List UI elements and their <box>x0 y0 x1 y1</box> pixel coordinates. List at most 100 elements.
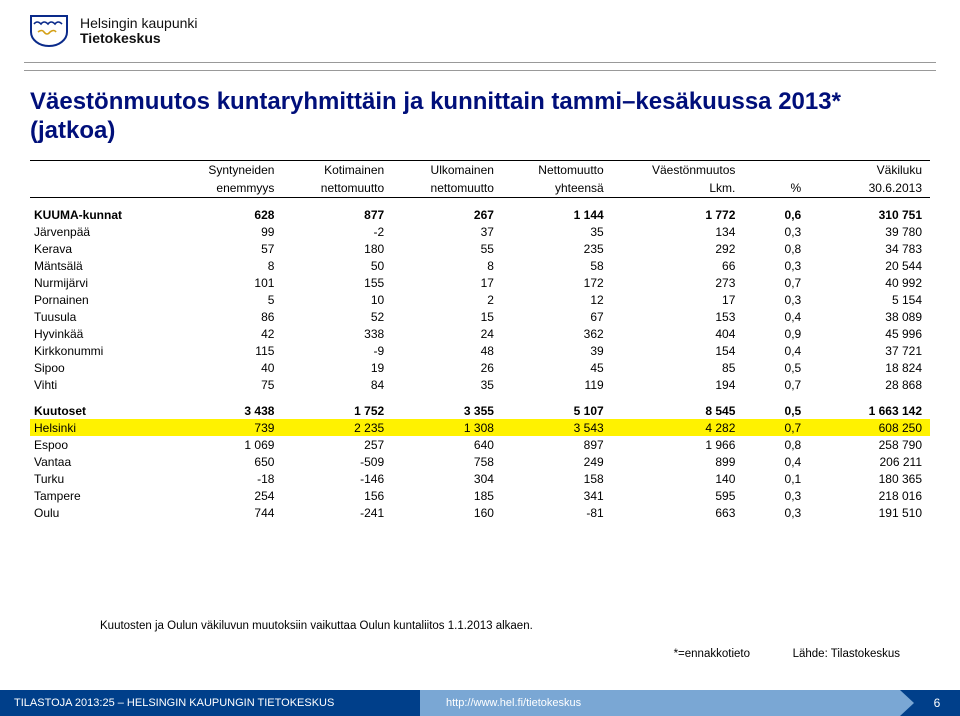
cell: 19 <box>282 360 392 377</box>
cell: 0,4 <box>743 453 809 470</box>
col-header: % <box>743 179 809 198</box>
cell: 292 <box>612 241 744 258</box>
divider <box>24 70 936 71</box>
cell: 608 250 <box>809 419 930 436</box>
table-row: Turku-18-1463041581400,1180 365 <box>30 470 930 487</box>
cell: 38 089 <box>809 309 930 326</box>
logo-line2: Tietokeskus <box>80 31 198 46</box>
table-row: KUUMA-kunnat6288772671 1441 7720,6310 75… <box>30 198 930 224</box>
cell: 8 545 <box>612 394 744 420</box>
cell: 155 <box>282 275 392 292</box>
table-row: Järvenpää99-237351340,339 780 <box>30 224 930 241</box>
cell: 17 <box>392 275 502 292</box>
cell: 258 790 <box>809 436 930 453</box>
cell: 0,5 <box>743 360 809 377</box>
cell: 99 <box>173 224 283 241</box>
cell: 86 <box>173 309 283 326</box>
footnote: Kuutosten ja Oulun väkiluvun muutoksiin … <box>100 620 533 632</box>
divider <box>24 62 936 63</box>
row-name: Järvenpää <box>30 224 173 241</box>
cell: 75 <box>173 377 283 394</box>
header-row-2: enemmyys nettomuutto nettomuutto yhteens… <box>30 179 930 198</box>
cell: 24 <box>392 326 502 343</box>
cell: 0,3 <box>743 487 809 504</box>
row-name: Helsinki <box>30 419 173 436</box>
cell: 3 543 <box>502 419 612 436</box>
cell: 663 <box>612 504 744 521</box>
footer: TILASTOJA 2013:25 – HELSINGIN KAUPUNGIN … <box>0 690 960 716</box>
table-row: Vihti7584351191940,728 868 <box>30 377 930 394</box>
cell: 0,7 <box>743 377 809 394</box>
col-header: Ulkomainen <box>392 161 502 180</box>
cell: 8 <box>173 258 283 275</box>
col-header: Syntyneiden <box>173 161 283 180</box>
cell: 40 <box>173 360 283 377</box>
table-row: Sipoo40192645850,518 824 <box>30 360 930 377</box>
cell: 8 <box>392 258 502 275</box>
cell: 4 282 <box>612 419 744 436</box>
cell: 0,5 <box>743 394 809 420</box>
cell: 40 992 <box>809 275 930 292</box>
cell: 310 751 <box>809 198 930 224</box>
cell: 0,1 <box>743 470 809 487</box>
col-header: Lkm. <box>612 179 744 198</box>
row-name: Tuusula <box>30 309 173 326</box>
cell: 341 <box>502 487 612 504</box>
cell: 0,9 <box>743 326 809 343</box>
col-header: Väkiluku <box>809 161 930 180</box>
cell: 20 544 <box>809 258 930 275</box>
cell: 1 308 <box>392 419 502 436</box>
cell: 739 <box>173 419 283 436</box>
cell: 35 <box>502 224 612 241</box>
row-name: Oulu <box>30 504 173 521</box>
cell: 52 <box>282 309 392 326</box>
row-name: Sipoo <box>30 360 173 377</box>
cell: 140 <box>612 470 744 487</box>
cell: 650 <box>173 453 283 470</box>
cell: 628 <box>173 198 283 224</box>
table-row: Kerava57180552352920,834 783 <box>30 241 930 258</box>
cell: -18 <box>173 470 283 487</box>
cell: 156 <box>282 487 392 504</box>
col-header <box>30 179 173 198</box>
logo-line1: Helsingin kaupunki <box>80 16 198 31</box>
col-header: Nettomuutto <box>502 161 612 180</box>
cell: 42 <box>173 326 283 343</box>
table-row: Espoo1 0692576408971 9660,8258 790 <box>30 436 930 453</box>
cell: 0,7 <box>743 419 809 436</box>
cell: -241 <box>282 504 392 521</box>
table-row: Mäntsälä850858660,320 544 <box>30 258 930 275</box>
footer-left: TILASTOJA 2013:25 – HELSINGIN KAUPUNGIN … <box>0 690 420 716</box>
col-header <box>743 161 809 180</box>
crest-icon <box>28 14 70 48</box>
cell: 254 <box>173 487 283 504</box>
cell: 119 <box>502 377 612 394</box>
cell: 34 783 <box>809 241 930 258</box>
cell: 101 <box>173 275 283 292</box>
cell: 640 <box>392 436 502 453</box>
cell: 10 <box>282 292 392 309</box>
cell: 273 <box>612 275 744 292</box>
cell: 180 <box>282 241 392 258</box>
cell: 0,3 <box>743 258 809 275</box>
cell: 48 <box>392 343 502 360</box>
footer-url: http://www.hel.fi/tietokeskus <box>420 690 900 716</box>
cell: 85 <box>612 360 744 377</box>
cell: 1 144 <box>502 198 612 224</box>
cell: 37 721 <box>809 343 930 360</box>
cell: 66 <box>612 258 744 275</box>
cell: 180 365 <box>809 470 930 487</box>
table-row: Oulu744-241160-816630,3191 510 <box>30 504 930 521</box>
cell: 0,8 <box>743 436 809 453</box>
col-header <box>30 161 173 180</box>
cell: -9 <box>282 343 392 360</box>
header-row-1: Syntyneiden Kotimainen Ulkomainen Nettom… <box>30 161 930 180</box>
cell: 257 <box>282 436 392 453</box>
cell: -2 <box>282 224 392 241</box>
cell: 3 438 <box>173 394 283 420</box>
cell: 2 <box>392 292 502 309</box>
cell: 595 <box>612 487 744 504</box>
col-header: Väestönmuutos <box>612 161 744 180</box>
cell: 191 510 <box>809 504 930 521</box>
page-title: Väestönmuutos kuntaryhmittäin ja kunnitt… <box>30 88 930 146</box>
